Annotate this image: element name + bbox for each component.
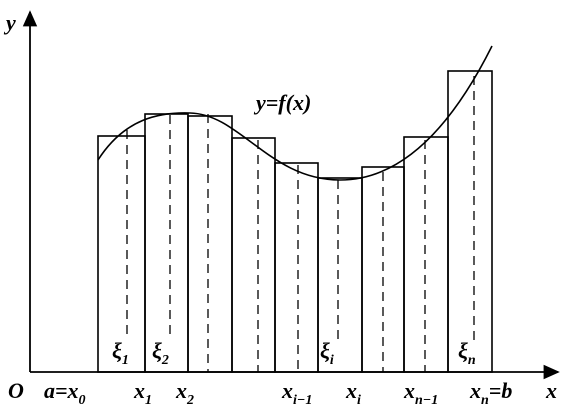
x-label: xi (345, 378, 361, 408)
xi-label: ξn (458, 338, 476, 368)
x-label-after: =b (489, 378, 513, 403)
xi-label-main: ξ (152, 338, 162, 363)
x-label: xn=b (469, 378, 512, 408)
x-label-sub: n−1 (415, 393, 438, 408)
xi-label-sub: 1 (122, 353, 129, 368)
x-label: a=x0 (44, 378, 86, 408)
x-label: xn−1 (403, 378, 438, 408)
xi-label-main: ξ (112, 338, 122, 363)
xi-label: ξ1 (112, 338, 129, 368)
xi-label-main: ξ (320, 338, 330, 363)
x-label-main: x (345, 378, 357, 403)
x-label-sub: i (357, 393, 361, 408)
x-label: x1 (133, 378, 152, 408)
xi-label-sub: 2 (161, 353, 169, 368)
x-label-main: x (67, 378, 79, 403)
y-axis-label: y (3, 10, 16, 35)
x-label-main: x (133, 378, 145, 403)
xi-label-sub: n (468, 353, 476, 368)
x-label-main: x (403, 378, 415, 403)
x-label-main: x (175, 378, 187, 403)
x-label-sub: n (481, 393, 489, 408)
curve-label: y=f(x) (253, 90, 311, 115)
x-label-sub: 1 (145, 393, 152, 408)
x-label-sub: 2 (186, 393, 194, 408)
xi-label: ξ2 (152, 338, 169, 368)
x-label-sub: 0 (79, 393, 86, 408)
x-axis-label: x (545, 378, 557, 403)
x-label: x2 (175, 378, 194, 408)
xi-label-main: ξ (458, 338, 468, 363)
x-label: xi−1 (281, 378, 312, 408)
x-label-main: x (469, 378, 481, 403)
curve (97, 45, 493, 181)
sample-lines (126, 76, 475, 372)
x-label-before: a= (44, 378, 68, 403)
xi-label-sub: i (330, 353, 334, 368)
x-label-sub: i−1 (293, 393, 312, 408)
xi-label: ξi (320, 338, 334, 368)
x-label-main: x (281, 378, 293, 403)
origin-label: O (8, 378, 24, 403)
